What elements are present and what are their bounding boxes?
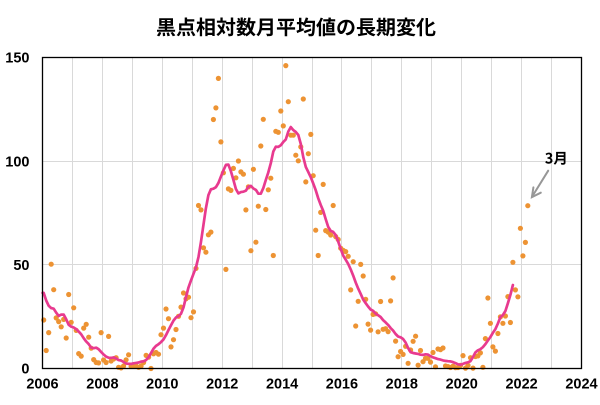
svg-text:150: 150 bbox=[5, 51, 29, 67]
svg-text:50: 50 bbox=[13, 258, 29, 274]
svg-text:2006: 2006 bbox=[26, 377, 58, 393]
svg-text:2010: 2010 bbox=[146, 377, 178, 393]
svg-text:2012: 2012 bbox=[206, 377, 238, 393]
svg-text:2018: 2018 bbox=[386, 377, 418, 393]
svg-text:100: 100 bbox=[5, 154, 29, 170]
svg-text:2020: 2020 bbox=[446, 377, 478, 393]
svg-text:0: 0 bbox=[21, 362, 29, 378]
svg-text:2008: 2008 bbox=[86, 377, 118, 393]
svg-text:2024: 2024 bbox=[565, 377, 597, 393]
svg-text:2014: 2014 bbox=[266, 377, 298, 393]
svg-text:2016: 2016 bbox=[326, 377, 358, 393]
svg-text:2022: 2022 bbox=[505, 377, 537, 393]
